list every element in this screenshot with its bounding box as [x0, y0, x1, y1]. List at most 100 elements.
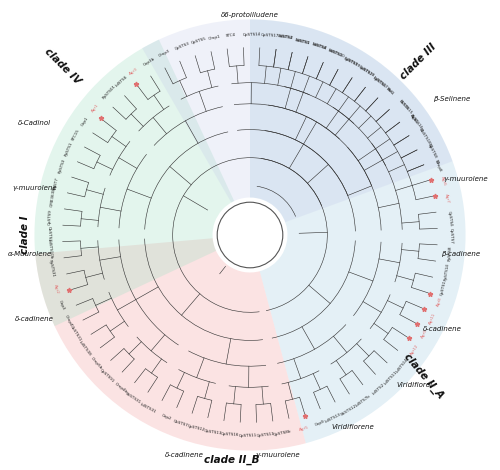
Text: Agr6: Agr6 [440, 176, 446, 187]
Text: Agr11: Agr11 [428, 313, 436, 325]
Text: Cop9: Cop9 [314, 419, 326, 427]
Text: Agr8: Agr8 [436, 297, 442, 307]
Text: Omp5b: Omp5b [90, 357, 102, 370]
Text: PpSTS31: PpSTS31 [48, 258, 56, 277]
Text: CpSTS8: CpSTS8 [427, 143, 438, 159]
Text: CbSTS2: CbSTS2 [47, 226, 52, 242]
Text: Agr9: Agr9 [420, 328, 429, 339]
Text: LdSTS10: LdSTS10 [328, 48, 345, 59]
Text: ShSTS2: ShSTS2 [278, 34, 293, 40]
Text: Cop3b: Cop3b [142, 56, 156, 67]
Text: γ-muurolene: γ-muurolene [12, 185, 57, 191]
Text: δ6-protoilludene: δ6-protoilludene [221, 12, 279, 18]
Text: clade I: clade I [20, 216, 30, 254]
Text: S2: S2 [427, 143, 433, 149]
Text: Phr1: Phr1 [386, 87, 395, 96]
Text: γ-muurolene: γ-muurolene [256, 452, 300, 458]
Text: LdSTS5: LdSTS5 [294, 38, 310, 45]
Text: Agr5: Agr5 [298, 425, 309, 431]
Text: ShS: ShS [386, 87, 394, 95]
Text: LdSTS11: LdSTS11 [383, 370, 398, 386]
Text: CbSTS13: CbSTS13 [204, 429, 223, 436]
Text: ShSTS16: ShSTS16 [408, 113, 422, 130]
Text: PpSTS14: PpSTS14 [444, 263, 450, 281]
Text: LdSTS7: LdSTS7 [358, 65, 373, 77]
Wedge shape [36, 238, 306, 451]
Wedge shape [250, 19, 466, 443]
Text: γ-muurolene: γ-muurolene [443, 176, 488, 182]
Text: PpSTS3: PpSTS3 [58, 157, 66, 173]
Text: clade III: clade III [399, 42, 438, 81]
Text: CpSTS7: CpSTS7 [448, 228, 453, 244]
Text: Omp4b: Omp4b [114, 382, 128, 395]
Text: GME3638: GME3638 [50, 187, 56, 207]
Text: LdSTS7b: LdSTS7b [355, 393, 372, 407]
Text: STC4: STC4 [226, 33, 236, 38]
Text: LdSTS14: LdSTS14 [396, 357, 409, 374]
Text: CpSTS4: CpSTS4 [447, 210, 453, 227]
Text: Omp8: Omp8 [434, 159, 442, 172]
Text: GLT38: GLT38 [398, 100, 409, 111]
Text: β-cadinene: β-cadinene [442, 251, 480, 257]
Circle shape [217, 202, 283, 268]
Wedge shape [142, 19, 452, 222]
Wedge shape [34, 39, 234, 326]
Text: CbSTS31: CbSTS31 [68, 325, 82, 342]
Text: GhSTS18: GhSTS18 [418, 128, 432, 146]
Text: ShSTS4: ShSTS4 [312, 42, 328, 51]
Text: Cop3: Cop3 [58, 299, 66, 311]
Text: CpSTS3: CpSTS3 [174, 41, 190, 51]
Text: Cop2: Cop2 [161, 414, 172, 422]
Text: LdSTS2: LdSTS2 [372, 383, 386, 396]
Text: S1: S1 [418, 128, 424, 134]
Text: ShST7: ShST7 [52, 177, 60, 190]
Text: ShSTS1: ShSTS1 [294, 38, 310, 45]
Text: δ-Cadinol: δ-Cadinol [18, 119, 51, 125]
Text: CpSTS1: CpSTS1 [440, 280, 448, 296]
Text: LdSTS31: LdSTS31 [139, 402, 157, 414]
Text: Agr1: Agr1 [90, 102, 100, 113]
Text: ShSTS31: ShSTS31 [124, 392, 142, 405]
Text: Agr12: Agr12 [410, 343, 420, 356]
Text: CpSTS16: CpSTS16 [221, 432, 240, 437]
Text: Agr3: Agr3 [128, 67, 138, 77]
Text: LdSTS17: LdSTS17 [372, 75, 388, 89]
Text: CbSTS7: CbSTS7 [172, 419, 188, 428]
Text: β-Selinene: β-Selinene [433, 96, 470, 102]
Text: Omp3: Omp3 [158, 49, 171, 58]
Text: CpSTS13: CpSTS13 [256, 432, 274, 439]
Text: Cop1: Cop1 [80, 116, 89, 127]
Text: Viridiflorene: Viridiflorene [332, 424, 374, 430]
Text: Agr7: Agr7 [444, 193, 450, 204]
Text: CpSTS17: CpSTS17 [260, 33, 279, 38]
Text: CpSTS19: CpSTS19 [343, 56, 361, 68]
Text: Agr2: Agr2 [54, 283, 60, 294]
Text: Omp4: Omp4 [64, 314, 73, 327]
Text: PpSTS01: PpSTS01 [102, 84, 117, 100]
Text: CpSTS5: CpSTS5 [191, 37, 207, 45]
Text: ShSTS15: ShSTS15 [398, 100, 412, 116]
Text: ShSTS3: ShSTS3 [328, 48, 344, 58]
Text: PpSTS1: PpSTS1 [64, 141, 73, 157]
Text: CpSTS9: CpSTS9 [48, 209, 52, 225]
Text: AgAb: AgAb [408, 113, 418, 124]
Text: δ-cadinene: δ-cadinene [15, 316, 54, 322]
Text: CpSTS91: CpSTS91 [98, 368, 114, 383]
Text: CpSTS6: CpSTS6 [372, 75, 387, 88]
Text: Omp1: Omp1 [208, 34, 221, 41]
Text: S3: S3 [434, 159, 440, 165]
Text: LdSTS10b: LdSTS10b [46, 239, 53, 260]
Text: LdSTS9: LdSTS9 [343, 56, 358, 67]
Text: α-Muurolene: α-Muurolene [8, 251, 52, 257]
Text: STC15: STC15 [71, 128, 81, 142]
Text: PpSTS8: PpSTS8 [448, 245, 452, 261]
Text: LdSTS38: LdSTS38 [78, 340, 92, 357]
Text: LdSTS8: LdSTS8 [312, 42, 327, 51]
Text: CpSTS8b: CpSTS8b [273, 429, 292, 437]
Text: LdSTS13: LdSTS13 [324, 412, 342, 423]
Text: δ-cadinene: δ-cadinene [165, 452, 204, 458]
Text: ShSTS12: ShSTS12 [340, 403, 357, 416]
Text: CpSTS11: CpSTS11 [238, 433, 257, 438]
Text: CpSTS18: CpSTS18 [358, 65, 376, 78]
Text: Viridiflorol: Viridiflorol [396, 382, 432, 388]
